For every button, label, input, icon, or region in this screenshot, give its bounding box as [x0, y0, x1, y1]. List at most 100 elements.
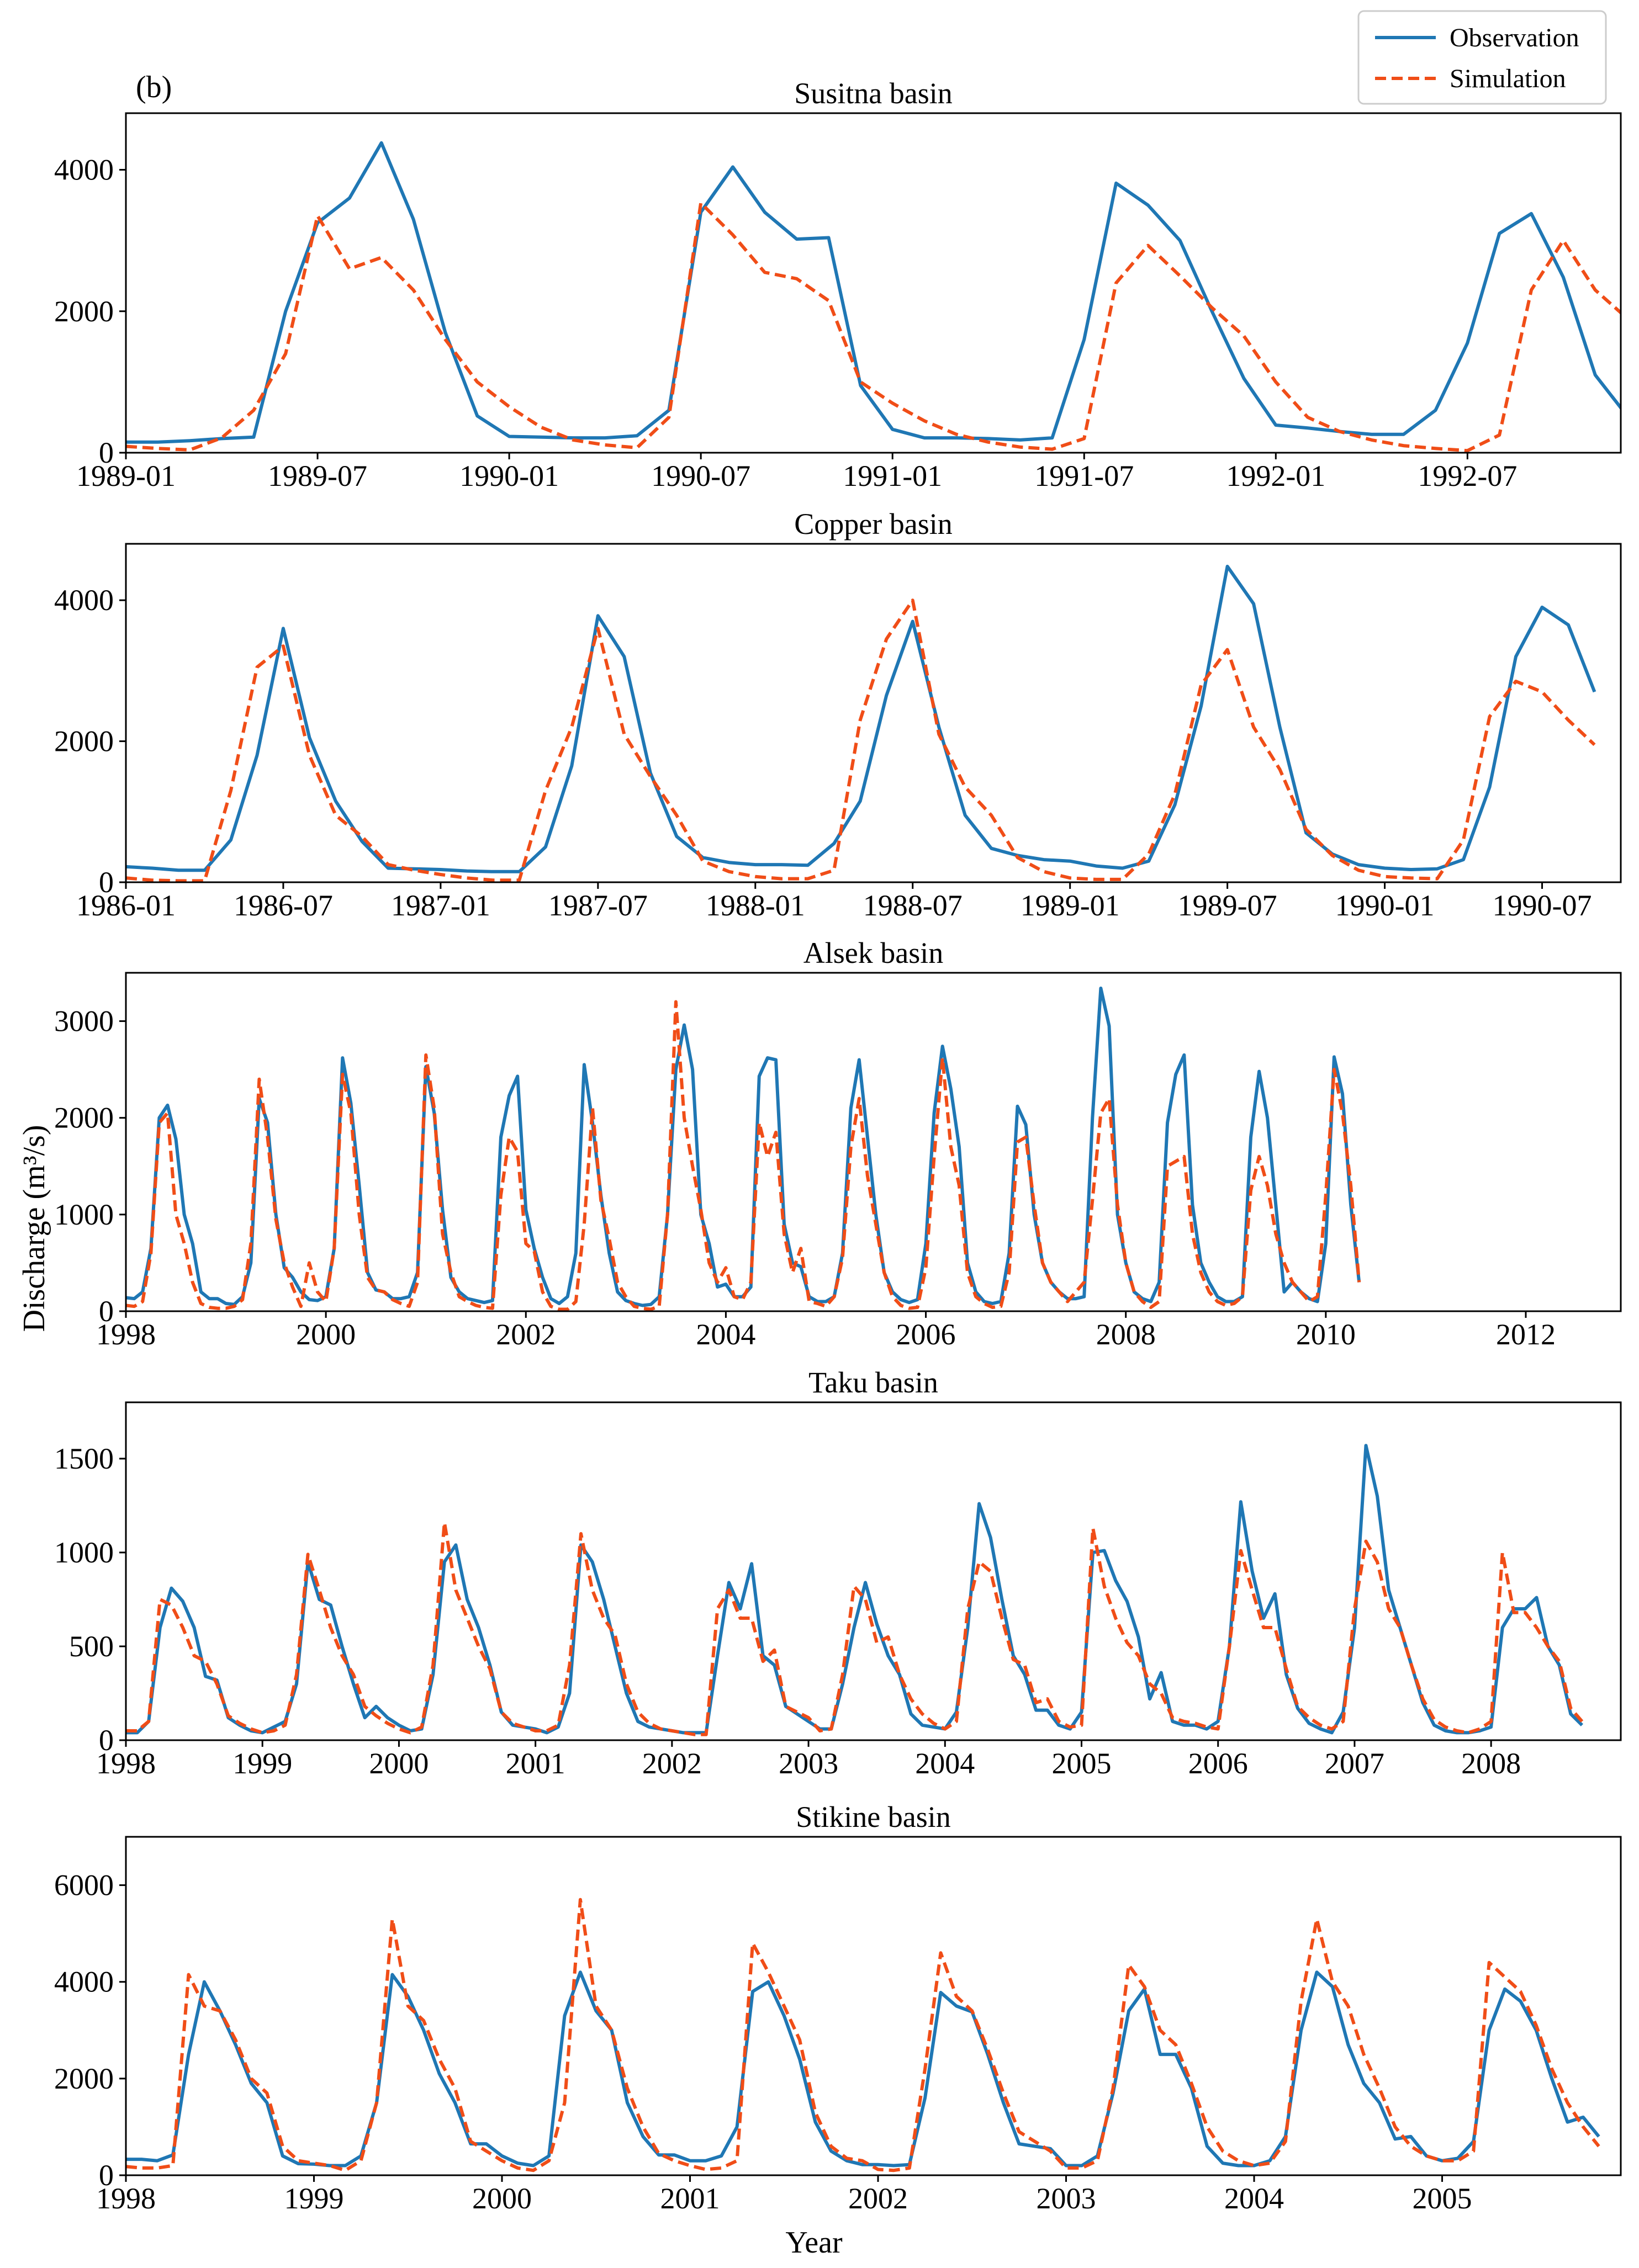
x-tick-label: 2004 — [696, 1318, 755, 1351]
chart-panel-5: Stikine basin 0 2000 4000 6000 1998 1999 2000 20… — [54, 1800, 1622, 2215]
chart-panel-3: Alsek basin 0 1000 2000 3000 1998 2000 2002 2004… — [54, 936, 1622, 1351]
plot-frame — [125, 1401, 1622, 1741]
y-tick-label: 2000 — [54, 295, 114, 328]
x-tick-label: 2005 — [1413, 2182, 1472, 2215]
x-tick-label: 1989-07 — [268, 459, 367, 492]
chart-title: Alsek basin — [803, 936, 943, 969]
x-tick-label: 2007 — [1325, 1747, 1384, 1780]
y-axis-label: Discharge (m³/s) — [17, 1125, 51, 1332]
x-tick-label: 1988-07 — [863, 889, 963, 922]
y-tick-label: 4000 — [54, 584, 114, 617]
x-tick-label: 2000 — [472, 2182, 532, 2215]
x-tick-label: 1990-01 — [1335, 889, 1435, 922]
x-tick-label: 2004 — [915, 1747, 975, 1780]
x-tick-label: 1998 — [96, 1318, 156, 1351]
observation-series-line — [126, 987, 1361, 1307]
x-tick-label: 2002 — [642, 1747, 702, 1780]
observation-series-line — [126, 1444, 1584, 1735]
x-tick-label: 2000 — [369, 1747, 429, 1780]
x-tick-label: 2008 — [1461, 1747, 1521, 1780]
y-tick-label: 1500 — [54, 1442, 114, 1475]
x-tick-label: 2000 — [296, 1318, 356, 1351]
plot-area — [126, 564, 1596, 882]
x-tick-label: 2012 — [1496, 1318, 1556, 1351]
x-tick-label: 1987-01 — [391, 889, 490, 922]
y-tick-label: 0 — [99, 436, 114, 469]
x-tick-label: 2010 — [1296, 1318, 1356, 1351]
x-tick-label: 1998 — [96, 2182, 156, 2215]
y-tick-label: 0 — [99, 2159, 114, 2192]
chart-title: Susitna basin — [794, 77, 953, 110]
plot-frame — [125, 112, 1622, 454]
x-tick-label: 2006 — [1188, 1747, 1248, 1780]
plot-area — [126, 1898, 1600, 2172]
x-tick-label: 2003 — [779, 1747, 838, 1780]
observation-series-line — [126, 1970, 1600, 2168]
legend-observation-label: Observation — [1450, 23, 1579, 52]
y-tick-label: 3000 — [54, 1005, 114, 1038]
simulation-series-line — [126, 1898, 1600, 2172]
y-tick-label: 6000 — [54, 1869, 114, 1902]
x-tick-label: 1990-01 — [459, 459, 559, 492]
y-tick-label: 0 — [99, 1295, 114, 1328]
x-tick-label: 1998 — [96, 1747, 156, 1780]
chart-title: Taku basin — [808, 1366, 938, 1399]
legend-box — [1357, 10, 1607, 105]
chart-panel-1: Susitna basin 0 2000 4000 1989-01 1989-07 1990… — [54, 77, 1622, 492]
x-tick-label: 1992-07 — [1418, 459, 1517, 492]
observation-series-line — [126, 141, 1621, 444]
chart-title: Stikine basin — [796, 1800, 951, 1834]
x-tick-label: 1989-01 — [76, 459, 176, 492]
y-tick-label: 500 — [69, 1630, 114, 1663]
y-tick-label: 1000 — [54, 1198, 114, 1231]
x-tick-label: 1990-07 — [651, 459, 750, 492]
y-tick-label: 4000 — [54, 1965, 114, 1999]
x-tick-label: 1990-07 — [1493, 889, 1592, 922]
x-tick-label: 2001 — [506, 1747, 565, 1780]
simulation-series-line — [126, 1000, 1361, 1311]
x-tick-label: 2008 — [1096, 1318, 1156, 1351]
x-tick-label: 1989-07 — [1178, 889, 1277, 922]
x-tick-label: 2002 — [496, 1318, 556, 1351]
x-tick-label: 1989-01 — [1021, 889, 1120, 922]
y-tick-label: 2000 — [54, 2062, 114, 2095]
x-tick-label: 2004 — [1224, 2182, 1284, 2215]
chart-panel-4: Taku basin 0 500 1000 1500 1998 1999 2000 2001 20… — [54, 1366, 1622, 1780]
x-tick-label: 2001 — [660, 2182, 720, 2215]
y-tick-label: 4000 — [54, 153, 114, 187]
chart-title: Copper basin — [794, 507, 952, 540]
plot-frame — [125, 543, 1622, 883]
x-tick-label: 2006 — [896, 1318, 956, 1351]
x-tick-label: 1999 — [284, 2182, 344, 2215]
y-tick-label: 0 — [99, 1724, 114, 1757]
x-tick-label: 1999 — [232, 1747, 292, 1780]
legend-simulation-label: Simulation — [1450, 64, 1566, 93]
x-tick-label: 1986-07 — [234, 889, 333, 922]
x-tick-label: 2005 — [1052, 1747, 1112, 1780]
x-tick-label: 2002 — [848, 2182, 908, 2215]
simulation-series-line — [126, 598, 1596, 882]
x-tick-label: 1988-01 — [706, 889, 805, 922]
chart-panel-2: Copper basin 0 2000 4000 1986-01 1986-07 1987-… — [54, 507, 1622, 922]
y-tick-label: 0 — [99, 866, 114, 899]
plot-area — [126, 987, 1361, 1311]
x-tick-label: 2003 — [1037, 2182, 1096, 2215]
plot-frame — [125, 972, 1622, 1312]
legend: Observation Simulation — [1357, 10, 1607, 105]
y-tick-label: 2000 — [54, 1101, 114, 1135]
observation-series-line — [126, 564, 1596, 873]
x-axis-label: Year — [785, 2225, 843, 2260]
x-tick-label: 1991-07 — [1034, 459, 1134, 492]
plot-area — [126, 1444, 1584, 1736]
y-tick-label: 1000 — [54, 1536, 114, 1569]
simulation-series-line — [126, 201, 1621, 453]
panel-label: (b) — [136, 70, 172, 104]
x-tick-label: 1992-01 — [1226, 459, 1325, 492]
x-tick-label: 1991-01 — [843, 459, 942, 492]
x-tick-label: 1986-01 — [76, 889, 176, 922]
x-tick-label: 1987-07 — [548, 889, 648, 922]
y-tick-label: 2000 — [54, 725, 114, 758]
plot-area — [126, 141, 1621, 453]
plot-frame — [125, 1836, 1622, 2176]
